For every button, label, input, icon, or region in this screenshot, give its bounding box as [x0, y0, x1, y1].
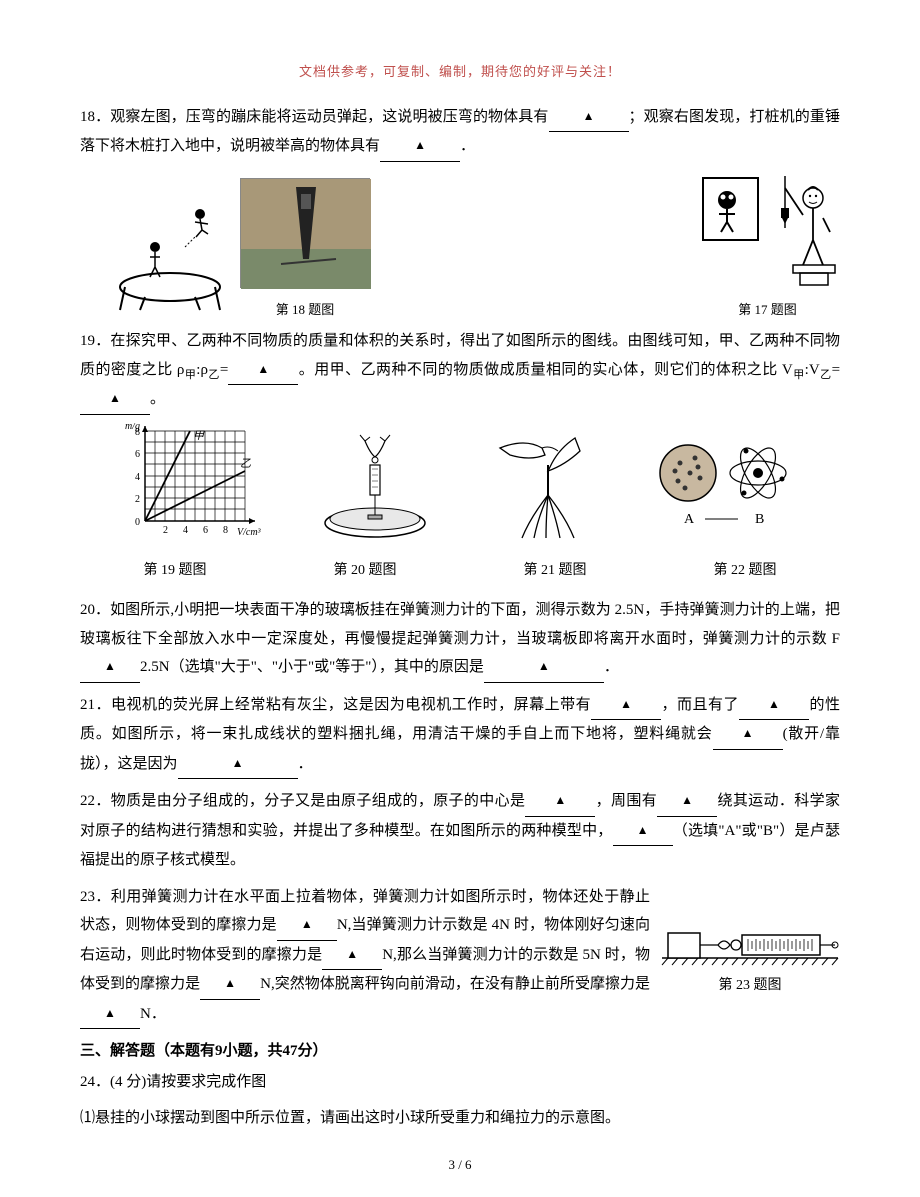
- q22-cap: 第 22 题图: [650, 558, 840, 585]
- q20-blank2[interactable]: [484, 653, 604, 683]
- q23-fig-caption: 第 23 题图: [660, 973, 840, 1000]
- svg-text:8: 8: [223, 525, 228, 536]
- q20-text3: ．: [604, 659, 619, 675]
- svg-text:B: B: [755, 512, 764, 527]
- svg-text:甲: 甲: [193, 430, 205, 442]
- q18-num: 18．: [80, 109, 110, 125]
- q21-blank2[interactable]: [739, 691, 809, 721]
- q23-text4: N,突然物体脱离秤钩向前滑动，在没有静止前所受摩擦力是: [260, 976, 650, 992]
- q20-num: 20．: [80, 602, 110, 618]
- q21-blank3[interactable]: [713, 720, 783, 750]
- q19-sub1: 甲: [184, 369, 196, 381]
- q23-blank3[interactable]: [200, 970, 260, 1000]
- q19-blank1[interactable]: [228, 356, 298, 386]
- q21-blank1[interactable]: [591, 691, 661, 721]
- question-19: 19．在探究甲、乙两种不同物质的质量和体积的关系时，得出了如图所示的图线。由图线…: [80, 327, 840, 415]
- q19-text2b: =: [832, 362, 840, 378]
- q20-blank1[interactable]: [80, 653, 140, 683]
- q22-text2: ，周围有: [595, 793, 657, 809]
- q17-fig-person: [695, 170, 840, 288]
- q23-figure: 第 23 题图: [660, 913, 840, 1000]
- q22-num: 22．: [80, 793, 111, 809]
- svg-text:2: 2: [163, 525, 168, 536]
- q21-cap: 第 21 题图: [460, 558, 650, 585]
- q23-blank2[interactable]: [322, 941, 382, 971]
- svg-text:4: 4: [183, 525, 188, 536]
- question-24: 24．(4 分)请按要求完成作图: [80, 1068, 840, 1097]
- q19-figure-row: 甲 乙 86420 2468 m/g V/cm³: [80, 423, 840, 554]
- page-number: 3 / 6: [80, 1153, 840, 1178]
- q21-text5: ．: [298, 756, 313, 772]
- q18-text1: 观察左图，压弯的蹦床能将运动员弹起，这说明被压弯的物体具有: [110, 109, 548, 125]
- question-22: 22．物质是由分子组成的，分子又是由原子组成的，原子的中心是，周围有绕其运动．科…: [80, 787, 840, 875]
- q22-blank3[interactable]: [613, 817, 673, 847]
- q19-text2: 。用甲、乙两种不同的物质做成质量相同的实心体，则它们的体积之比 V: [298, 362, 792, 378]
- q20-fig-spring-scale: [310, 423, 440, 543]
- q19-graph: 甲 乙 86420 2468 m/g V/cm³: [120, 423, 270, 543]
- q24-text: (4 分)请按要求完成作图: [110, 1074, 266, 1090]
- svg-text:6: 6: [203, 525, 208, 536]
- q19-num: 19．: [80, 333, 110, 349]
- question-20: 20．如图所示,小明把一块表面干净的玻璃板挂在弹簧测力计的下面，测得示数为 2.…: [80, 596, 840, 683]
- q21-text1: 电视机的荧光屏上经常粘有灰尘，这是因为电视机工作时，屏幕上带有: [111, 697, 591, 713]
- q20-text2: 2.5N（选填"大于"、"小于"或"等于"），其中的原因是: [140, 659, 484, 675]
- q18-figure-row: 第 18 题图 第 17 题图: [80, 170, 840, 323]
- q22-text1: 物质是由分子组成的，分子又是由原子组成的，原子的中心是: [111, 793, 526, 809]
- q19-text1a: :ρ: [196, 362, 208, 378]
- svg-text:V/cm³: V/cm³: [237, 527, 262, 538]
- svg-text:A: A: [684, 512, 695, 527]
- q19-text3: 。: [150, 391, 165, 407]
- svg-text:乙: 乙: [240, 458, 251, 470]
- q18-text3: ．: [460, 138, 475, 154]
- q19-sub4: 乙: [820, 369, 832, 381]
- svg-text:0: 0: [135, 517, 140, 528]
- q22-fig-atom-models: A B: [650, 423, 800, 543]
- q18-fig-left-caption: 第 18 题图: [240, 298, 370, 323]
- q19-sub3: 甲: [793, 369, 805, 381]
- question-23: 第 23 题图 23．利用弹簧测力计在水平面上拉着物体，弹簧测力计如图所示时，物…: [80, 883, 840, 1030]
- q17-fig-caption: 第 17 题图: [695, 298, 840, 323]
- section-3-heading: 三、解答题（本题有9小题，共47分）: [80, 1037, 840, 1066]
- q22-blank1[interactable]: [525, 787, 595, 817]
- q23-num: 23．: [80, 889, 111, 905]
- q20-text1: 如图所示,小明把一块表面干净的玻璃板挂在弹簧测力计的下面，测得示数为 2.5N，…: [80, 602, 840, 647]
- question-18: 18．观察左图，压弯的蹦床能将运动员弹起，这说明被压弯的物体具有；观察右图发现，…: [80, 103, 840, 162]
- question-21: 21．电视机的荧光屏上经常粘有灰尘，这是因为电视机工作时，屏幕上带有，而且有了的…: [80, 691, 840, 780]
- q21-text2: ，而且有了: [661, 697, 739, 713]
- q21-blank4[interactable]: [178, 750, 298, 780]
- q23-blank1[interactable]: [277, 911, 337, 941]
- q21-fig-plastic-rope: [480, 423, 610, 543]
- q24-sub1-text: ⑴悬挂的小球摆动到图中所示位置，请画出这时小球所受重力和绳拉力的示意图。: [80, 1110, 620, 1126]
- q22-blank2[interactable]: [657, 787, 717, 817]
- q19-caption-row: 第 19 题图 第 20 题图 第 21 题图 第 22 题图: [80, 558, 840, 585]
- svg-text:m/g: m/g: [125, 423, 140, 432]
- q19-cap: 第 19 题图: [80, 558, 270, 585]
- q18-fig-trampoline: [110, 202, 240, 312]
- q23-text5: N．: [140, 1006, 166, 1022]
- question-24-sub1: ⑴悬挂的小球摆动到图中所示位置，请画出这时小球所受重力和绳拉力的示意图。: [80, 1104, 840, 1133]
- q19-text1b: =: [220, 362, 228, 378]
- svg-text:2: 2: [135, 494, 140, 505]
- q19-blank2[interactable]: [80, 385, 150, 415]
- svg-text:4: 4: [135, 472, 140, 483]
- q20-cap: 第 20 题图: [270, 558, 460, 585]
- svg-text:6: 6: [135, 449, 140, 460]
- q18-blank2[interactable]: [380, 132, 460, 162]
- watermark-text: 文档供参考，可复制、编制，期待您的好评与关注！: [80, 60, 840, 85]
- q18-fig-piledriver: [240, 178, 370, 288]
- q19-text2a: :V: [805, 362, 820, 378]
- q21-num: 21．: [80, 697, 111, 713]
- q18-blank1[interactable]: [549, 103, 629, 133]
- q19-sub2: 乙: [208, 369, 220, 381]
- q24-num: 24．: [80, 1074, 110, 1090]
- q23-blank4[interactable]: [80, 1000, 140, 1030]
